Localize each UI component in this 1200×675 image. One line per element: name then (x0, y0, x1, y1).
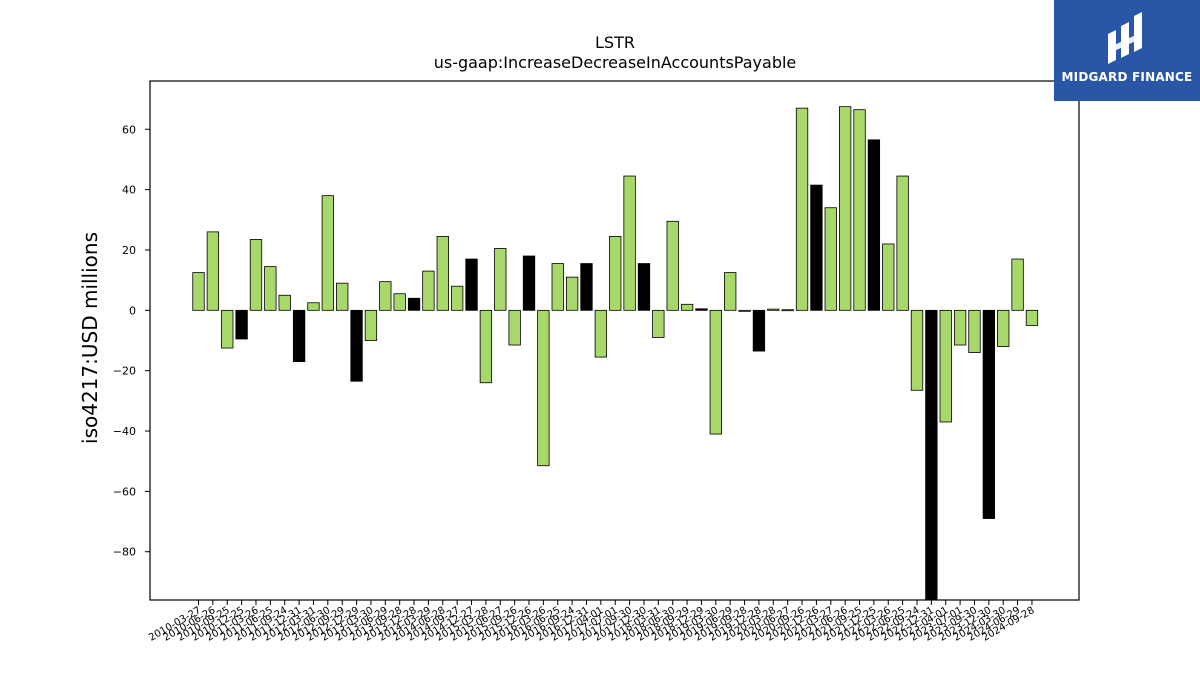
bar-2021-06-26 (839, 106, 852, 311)
bar-2024-09-28 (1025, 309, 1039, 326)
bar-2013-09-28 (393, 293, 406, 311)
x-ticks-group: 2010-03-272010-06-262010-09-252010-12-25… (147, 600, 1036, 644)
bar-2023-09-30 (968, 309, 981, 353)
bar-2013-06-29 (379, 281, 392, 311)
bar-2010-06-26 (206, 231, 220, 311)
y-tick-label: −60 (113, 485, 136, 498)
bar-2017-09-30 (623, 175, 636, 311)
bar-2016-03-26 (537, 309, 550, 467)
bar-2017-07-01 (609, 235, 622, 311)
plot-frame (149, 80, 1080, 601)
bar-2024-03-30 (997, 309, 1010, 347)
bar-2020-09-26 (795, 107, 809, 311)
bar-2015-06-27 (494, 248, 507, 311)
bar-2013-12-28 (407, 297, 421, 311)
bar-2017-12-30 (637, 263, 651, 311)
bar-2012-09-29 (336, 282, 349, 311)
bar-2012-06-30 (321, 195, 334, 311)
bar-2021-03-27 (824, 207, 837, 311)
bar-2015-03-28 (479, 309, 493, 384)
bar-2022-12-31 (925, 309, 938, 601)
bar-2016-12-31 (580, 263, 593, 311)
bars-group (192, 106, 1039, 601)
bar-2016-06-25 (551, 263, 564, 311)
bar-2015-09-26 (508, 309, 521, 346)
bar-2021-09-25 (853, 109, 866, 311)
y-tick-label: −20 (113, 365, 136, 378)
bar-2010-12-25 (235, 309, 248, 340)
bar-2018-12-29 (695, 308, 708, 311)
bar-2011-12-31 (292, 309, 306, 363)
bar-2021-12-25 (867, 139, 881, 311)
bar-2012-03-31 (307, 302, 320, 311)
bar-2015-12-26 (522, 255, 536, 311)
bar-2013-03-30 (364, 309, 378, 341)
midgard-logo-icon (1108, 12, 1142, 64)
chart-subtitle: us-gaap:IncreaseDecreaseInAccountsPayabl… (434, 53, 797, 72)
bar-2019-03-30 (709, 309, 722, 435)
bar-2023-12-30 (982, 309, 995, 519)
bar-2012-12-29 (350, 309, 363, 382)
bar-2022-09-24 (910, 309, 924, 391)
y-tick-label: −40 (113, 425, 136, 438)
y-tick-label: 60 (122, 123, 136, 136)
bar-2014-06-28 (436, 235, 449, 311)
bar-2023-07-01 (953, 309, 967, 346)
bar-2024-06-29 (1011, 258, 1024, 311)
midgard-finance-logo: MIDGARD FINANCE (1054, 0, 1200, 101)
bar-2010-03-27 (192, 272, 205, 311)
bar-2011-09-24 (278, 294, 291, 311)
y-tick-label: 0 (129, 304, 136, 317)
bar-2018-03-31 (652, 309, 665, 338)
logo-text: MIDGARD FINANCE (1061, 70, 1193, 84)
y-tick-label: 20 (122, 244, 136, 257)
bar-2014-09-27 (451, 285, 464, 311)
bar-2018-09-29 (680, 303, 694, 311)
bar-2020-06-27 (781, 309, 794, 312)
bar-2022-06-25 (896, 175, 909, 311)
y-ticks-group: 60 40 20 0 −20 −40 −60 −80 (113, 123, 150, 559)
bar-2020-03-28 (767, 308, 780, 311)
y-tick-label: 40 (122, 184, 136, 197)
y-axis-label: iso4217:USD millions (78, 232, 102, 444)
bar-2020-12-26 (810, 184, 823, 311)
bar-2022-03-26 (882, 243, 895, 311)
bar-2016-09-24 (565, 276, 579, 311)
bar-2018-06-30 (666, 220, 679, 311)
bar-2011-03-26 (249, 239, 263, 311)
bar-2023-04-01 (939, 309, 952, 423)
bar-2014-03-29 (422, 270, 435, 311)
bar-2019-06-29 (724, 272, 737, 311)
chart-title: LSTR (595, 33, 635, 52)
bar-2019-12-28 (752, 309, 766, 352)
bar-2017-04-01 (594, 309, 608, 358)
bar-2014-12-27 (465, 258, 478, 311)
y-tick-label: −80 (113, 546, 136, 559)
bar-2011-06-25 (264, 266, 277, 311)
bar-2019-09-28 (738, 309, 751, 312)
bar-2010-09-25 (221, 309, 234, 349)
